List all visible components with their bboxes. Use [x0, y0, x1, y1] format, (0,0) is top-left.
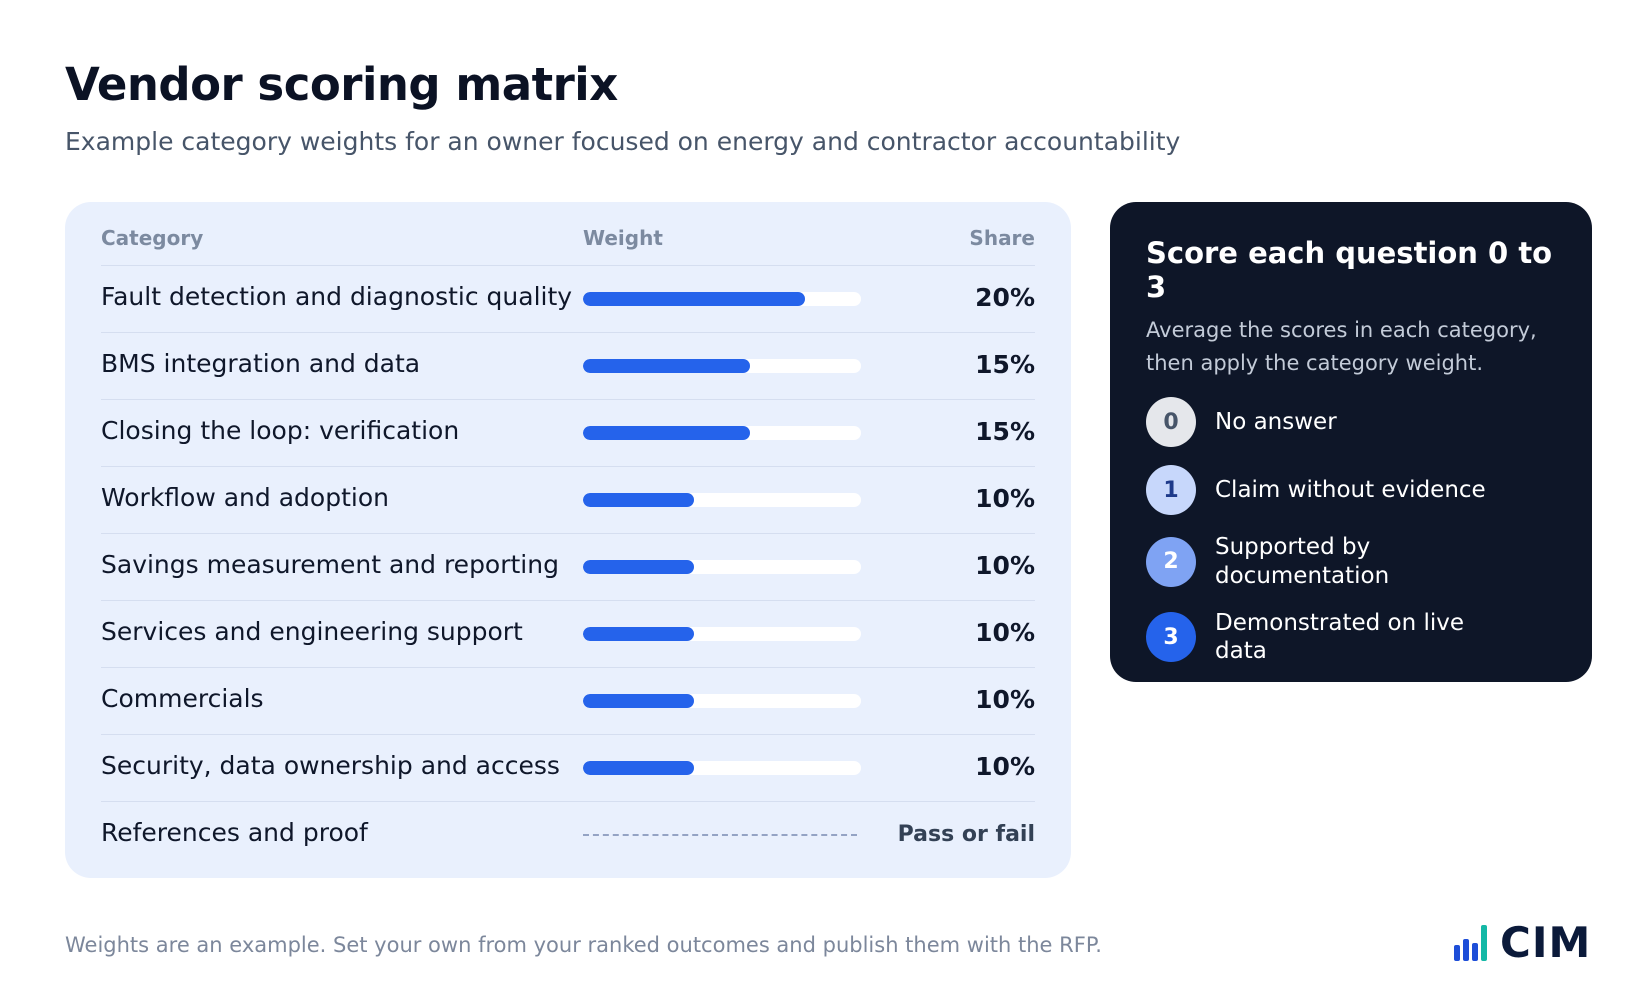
table-row: Security, data ownership and access 10% [101, 735, 1035, 802]
share-value: 10% [975, 484, 1035, 513]
table-row: Savings measurement and reporting 10% [101, 534, 1035, 601]
weight-bar-track [583, 627, 861, 641]
score-level-label: Supported by documentation [1215, 534, 1390, 589]
weight-bar-fill [583, 426, 750, 440]
score-level-label: Demonstrated on live data [1215, 609, 1465, 665]
table-header: Category Weight Share [101, 202, 1035, 266]
footer-note: Weights are an example. Set your own fro… [65, 933, 1102, 957]
weight-bar-track [583, 359, 861, 373]
weight-bar-track [583, 694, 861, 708]
weight-bar-fill [583, 292, 806, 306]
scoring-title: Score each question 0 to 3 [1146, 236, 1553, 304]
share-value: 10% [975, 752, 1035, 781]
score-level-item: 3 Demonstrated on live data [1146, 609, 1556, 667]
category-name: Savings measurement and reporting [101, 550, 559, 579]
weight-bar-fill [583, 359, 750, 373]
table-row: Commercials 10% [101, 668, 1035, 735]
score-level-item: 1 Claim without evidence [1146, 465, 1556, 516]
weight-bar-track [583, 292, 861, 306]
column-header-category: Category [101, 226, 204, 250]
weight-bar-fill [583, 627, 695, 641]
page-title: Vendor scoring matrix [65, 58, 618, 111]
score-level-list: 0 No answer 1 Claim without evidence 2 Suppor… [1146, 397, 1556, 666]
category-name: Services and engineering support [101, 617, 523, 646]
table-row: Fault detection and diagnostic quality 20… [101, 266, 1035, 333]
share-value: 10% [975, 551, 1035, 580]
category-name: Commercials [101, 684, 264, 713]
weight-bar-fill [583, 560, 695, 574]
cim-logo: CIM [1452, 918, 1591, 967]
weight-bar-track [583, 426, 861, 440]
category-name: Security, data ownership and access [101, 751, 560, 780]
score-level-item: 0 No answer [1146, 397, 1556, 448]
bar-chart-icon [1452, 923, 1492, 963]
score-badge: 0 [1146, 397, 1196, 448]
share-value: 10% [975, 618, 1035, 647]
scoring-matrix-table: Category Weight Share Fault detection an… [65, 202, 1071, 878]
table-row: References and proof Pass or fail [101, 802, 1035, 868]
table-row: BMS integration and data 15% [101, 333, 1035, 400]
table-body: Fault detection and diagnostic quality 20… [101, 266, 1035, 868]
weight-bar-fill [583, 493, 695, 507]
score-level-item: 2 Supported by documentation [1146, 533, 1556, 591]
table-row: Closing the loop: verification 15% [101, 400, 1035, 467]
scoring-legend-card: Score each question 0 to 3 Average the s… [1110, 202, 1592, 682]
category-name: Workflow and adoption [101, 483, 389, 512]
category-name: Fault detection and diagnostic quality [101, 282, 573, 311]
weight-bar-fill [583, 761, 695, 775]
share-value: 15% [975, 350, 1035, 379]
share-value: 10% [975, 685, 1035, 714]
score-badge: 2 [1146, 536, 1196, 587]
share-value: 15% [975, 417, 1035, 446]
weight-bar-fill [583, 694, 695, 708]
weight-bar-track [583, 493, 861, 507]
share-value: Pass or fail [897, 822, 1035, 847]
category-name: References and proof [101, 818, 368, 847]
score-badge: 3 [1146, 612, 1196, 663]
logo-wordmark: CIM [1500, 918, 1592, 967]
weight-dashed-line [583, 834, 857, 836]
category-name: BMS integration and data [101, 349, 421, 378]
column-header-share: Share [969, 226, 1035, 250]
weight-bar-track [583, 560, 861, 574]
scoring-description: Average the scores in each category, the… [1146, 318, 1537, 375]
score-badge: 1 [1146, 465, 1196, 516]
score-level-label: Claim without evidence [1215, 476, 1486, 503]
page-subtitle: Example category weights for an owner fo… [65, 127, 1181, 156]
score-level-label: No answer [1215, 408, 1337, 435]
share-value: 20% [975, 283, 1035, 312]
column-header-weight: Weight [583, 226, 663, 250]
category-name: Closing the loop: verification [101, 416, 460, 445]
table-row: Workflow and adoption 10% [101, 467, 1035, 534]
weight-bar-track [583, 761, 861, 775]
table-row: Services and engineering support 10% [101, 601, 1035, 668]
